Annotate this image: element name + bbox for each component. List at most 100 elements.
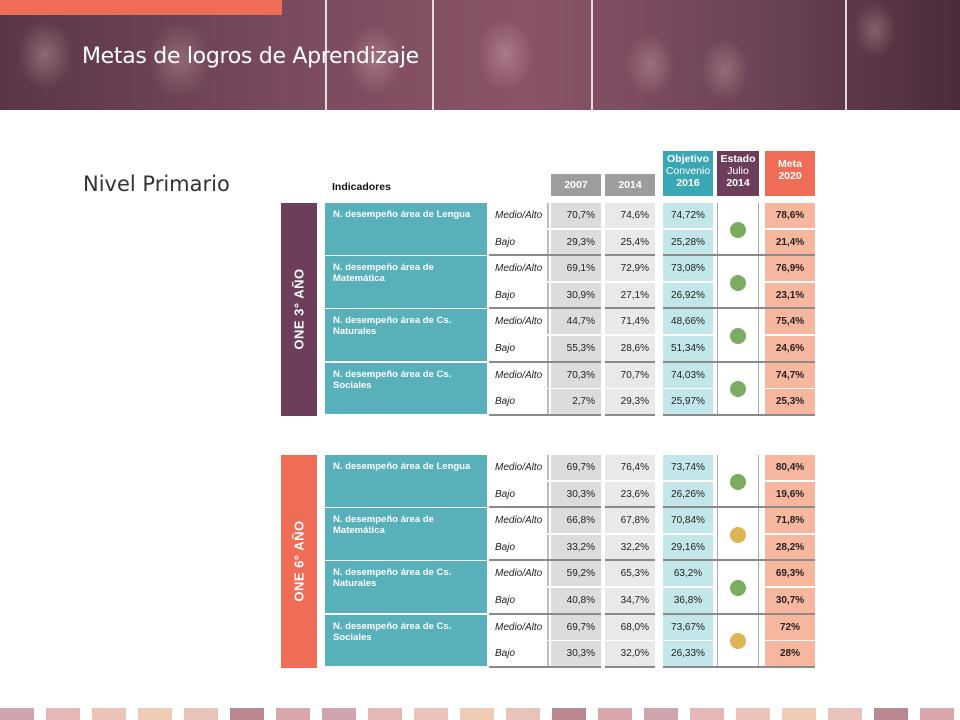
meta-cell: 71,8% <box>765 508 815 534</box>
row-separator <box>489 413 601 416</box>
row-separator <box>605 559 655 562</box>
level-cell: Medio/Alto <box>489 309 549 335</box>
indicator-cell: N. desempeño área de Lengua <box>325 455 487 507</box>
status-dot-icon <box>730 274 746 291</box>
status-dot-icon <box>730 580 746 596</box>
footer-square <box>138 708 172 720</box>
objetivo-cell: 26,26% <box>663 481 713 507</box>
meta-cell: 30,7% <box>765 588 815 613</box>
value-2014-cell: 74,6% <box>605 203 655 228</box>
footer-square <box>920 708 954 720</box>
group-label-one-3-ano: ONE 3° AÑO <box>281 203 317 416</box>
value-2007-cell: 69,7% <box>551 614 601 640</box>
level-cell: Bajo <box>489 336 549 361</box>
level-cell: Bajo <box>489 389 549 415</box>
indicator-cell: N. desempeño área de Cs. Naturales <box>325 561 487 613</box>
meta-cell: 24,6% <box>765 336 815 361</box>
row-separator <box>663 307 815 310</box>
row-separator <box>489 665 601 668</box>
level-cell: Medio/Alto <box>489 508 549 534</box>
indicator-cell: N. desempeño área de Cs. Naturales <box>325 309 487 361</box>
meta-cell: 21,4% <box>765 229 815 255</box>
page-title: Metas de logros de Aprendizaje <box>82 44 419 69</box>
value-2007-cell: 30,3% <box>551 481 601 507</box>
level-cell: Medio/Alto <box>489 455 549 480</box>
row-separator <box>489 612 601 615</box>
status-dot-icon <box>730 526 746 543</box>
footer-square <box>552 708 586 720</box>
row-separator <box>489 254 601 257</box>
row-separator <box>663 254 815 257</box>
level-cell: Bajo <box>489 641 549 667</box>
row-separator <box>605 307 655 310</box>
col-header-estado: Estado Julio 2014 <box>717 151 759 196</box>
objetivo-cell: 36,8% <box>663 588 713 613</box>
meta-cell: 28,2% <box>765 534 815 560</box>
value-2007-cell: 66,8% <box>551 508 601 534</box>
meta-cell: 80,4% <box>765 455 815 480</box>
status-dot-icon <box>730 381 746 398</box>
footer-square <box>414 708 448 720</box>
row-separator <box>663 665 815 668</box>
footer-square <box>184 708 218 720</box>
objetivo-cell: 73,74% <box>663 455 713 480</box>
level-cell: Bajo <box>489 481 549 507</box>
objetivo-cell: 26,33% <box>663 641 713 667</box>
value-2007-cell: 2,7% <box>551 389 601 415</box>
row-separator <box>605 665 655 668</box>
footer-square <box>460 708 494 720</box>
indicators-header: Indicadores <box>332 181 391 193</box>
meta-cell: 69,3% <box>765 561 815 587</box>
row-separator <box>663 360 815 363</box>
objetivo-cell: 48,66% <box>663 309 713 335</box>
col-header-meta: Meta 2020 <box>765 151 815 196</box>
meta-cell: 28% <box>765 641 815 667</box>
footer-square <box>506 708 540 720</box>
col-header-objetivo-line2: Convenio <box>665 165 711 177</box>
value-2007-cell: 70,3% <box>551 362 601 388</box>
indicator-cell: N. desempeño área de Matemática <box>325 256 487 308</box>
row-separator <box>663 413 815 416</box>
row-separator <box>663 506 815 509</box>
objetivo-cell: 51,34% <box>663 336 713 361</box>
value-2014-cell: 67,8% <box>605 508 655 534</box>
status-dot-icon <box>730 221 746 238</box>
row-separator <box>605 360 655 363</box>
col-header-objetivo: Objetivo Convenio 2016 <box>663 151 713 196</box>
photo-collage <box>0 0 960 110</box>
objetivo-cell: 25,97% <box>663 389 713 415</box>
group-label-text: ONE 6° AÑO <box>291 520 307 603</box>
level-cell: Medio/Alto <box>489 614 549 640</box>
footer-square <box>46 708 80 720</box>
objetivo-cell: 26,92% <box>663 282 713 308</box>
value-2014-cell: 25,4% <box>605 229 655 255</box>
value-2007-cell: 44,7% <box>551 309 601 335</box>
value-2007-cell: 29,3% <box>551 229 601 255</box>
level-cell: Bajo <box>489 282 549 308</box>
row-separator <box>663 559 815 562</box>
footer-square <box>230 708 264 720</box>
meta-cell: 76,9% <box>765 256 815 282</box>
section-title: Nivel Primario <box>83 172 230 196</box>
objetivo-cell: 70,84% <box>663 508 713 534</box>
footer-square <box>736 708 770 720</box>
col-header-estado-line3: 2014 <box>726 177 750 189</box>
col-header-objetivo-line1: Objetivo <box>666 153 709 165</box>
value-2014-cell: 76,4% <box>605 455 655 480</box>
footer-square <box>92 708 126 720</box>
value-2014-cell: 68,0% <box>605 614 655 640</box>
row-separator <box>489 360 601 363</box>
photo-divider <box>845 0 847 110</box>
row-separator <box>605 254 655 257</box>
value-2014-cell: 32,2% <box>605 534 655 560</box>
status-dot-icon <box>730 473 746 490</box>
col-header-meta-line2: 2020 <box>778 170 802 182</box>
objetivo-cell: 74,72% <box>663 203 713 228</box>
objetivo-cell: 29,16% <box>663 534 713 560</box>
col-header-objetivo-line3: 2016 <box>676 177 700 189</box>
group-label-text: ONE 3° AÑO <box>291 268 307 351</box>
footer-square <box>690 708 724 720</box>
value-2014-cell: 70,7% <box>605 362 655 388</box>
col-header-2007: 2007 <box>551 174 601 196</box>
header-banner: Metas de logros de Aprendizaje <box>0 0 960 110</box>
